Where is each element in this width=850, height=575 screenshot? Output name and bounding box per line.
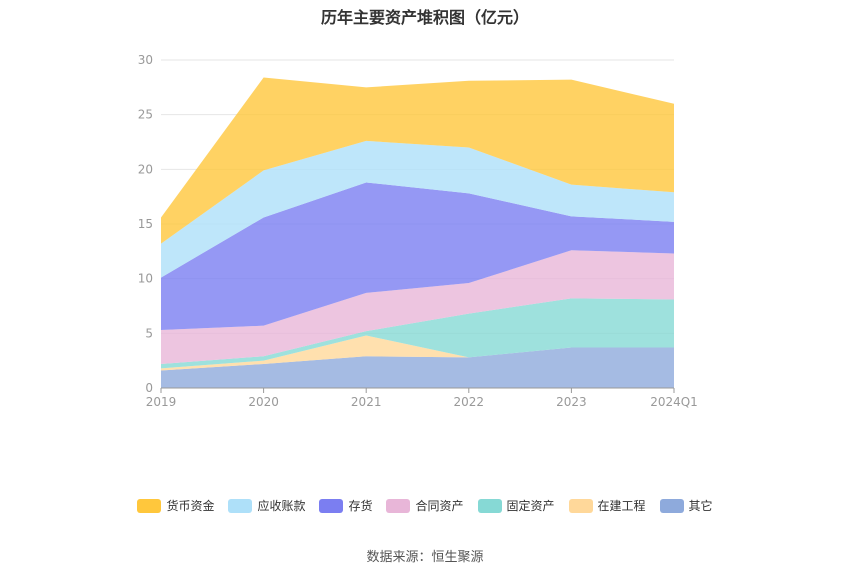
x-tick-label: 2023	[556, 395, 587, 409]
x-tick-label: 2021	[351, 395, 382, 409]
legend-item[interactable]: 在建工程	[568, 497, 646, 514]
area-series	[161, 335, 674, 371]
legend-item[interactable]: 合同资产	[386, 497, 464, 514]
legend-label: 应收账款	[257, 499, 306, 513]
x-tick-label: 2022	[454, 395, 485, 409]
area-series	[161, 298, 674, 369]
legend-swatch	[228, 498, 253, 513]
y-tick-label: 25	[138, 108, 153, 122]
area-series	[161, 140, 674, 278]
area-series	[161, 347, 674, 388]
legend-swatch	[137, 498, 162, 513]
legend-item[interactable]: 存货	[319, 497, 372, 514]
legend-label: 其它	[688, 499, 713, 513]
legend-swatch	[477, 498, 502, 513]
y-tick-label: 30	[138, 53, 153, 67]
legend-swatch	[386, 498, 411, 513]
legend-label: 合同资产	[415, 499, 464, 513]
y-tick-label: 10	[138, 272, 153, 286]
legend-label: 存货	[348, 499, 373, 513]
legend-label: 货币资金	[166, 499, 215, 513]
x-tick-label: 2020	[248, 395, 279, 409]
y-tick-label: 15	[138, 217, 153, 231]
legend-swatch	[659, 498, 684, 513]
y-tick-label: 0	[145, 381, 153, 395]
legend-item[interactable]: 货币资金	[137, 497, 214, 514]
chart-title: 历年主要资产堆积图（亿元）	[320, 8, 529, 27]
y-tick-label: 5	[145, 326, 153, 340]
area-series	[161, 250, 674, 364]
legend-label: 固定资产	[506, 499, 555, 513]
chart-legend: 货币资金 应收账款 存货 合同资产 固定资产 在建工程 其它	[0, 497, 850, 514]
x-tick-label: 2024Q1	[650, 395, 698, 409]
legend-swatch	[568, 498, 593, 513]
legend-item[interactable]: 应收账款	[228, 497, 305, 514]
y-tick-label: 20	[138, 162, 153, 176]
legend-item[interactable]: 固定资产	[477, 497, 555, 514]
stacked-area-chart: 0 5 10 15 20 25 30 2019 2020 2021 2022 2023 2024Q1	[138, 53, 698, 409]
x-tick-label: 2019	[146, 395, 177, 409]
legend-swatch	[319, 498, 344, 513]
data-source-note: 数据来源：恒生聚源	[366, 550, 484, 565]
area-series	[161, 77, 674, 244]
area-series	[161, 182, 674, 331]
legend-item[interactable]: 其它	[659, 497, 713, 514]
legend-label: 在建工程	[597, 499, 646, 513]
